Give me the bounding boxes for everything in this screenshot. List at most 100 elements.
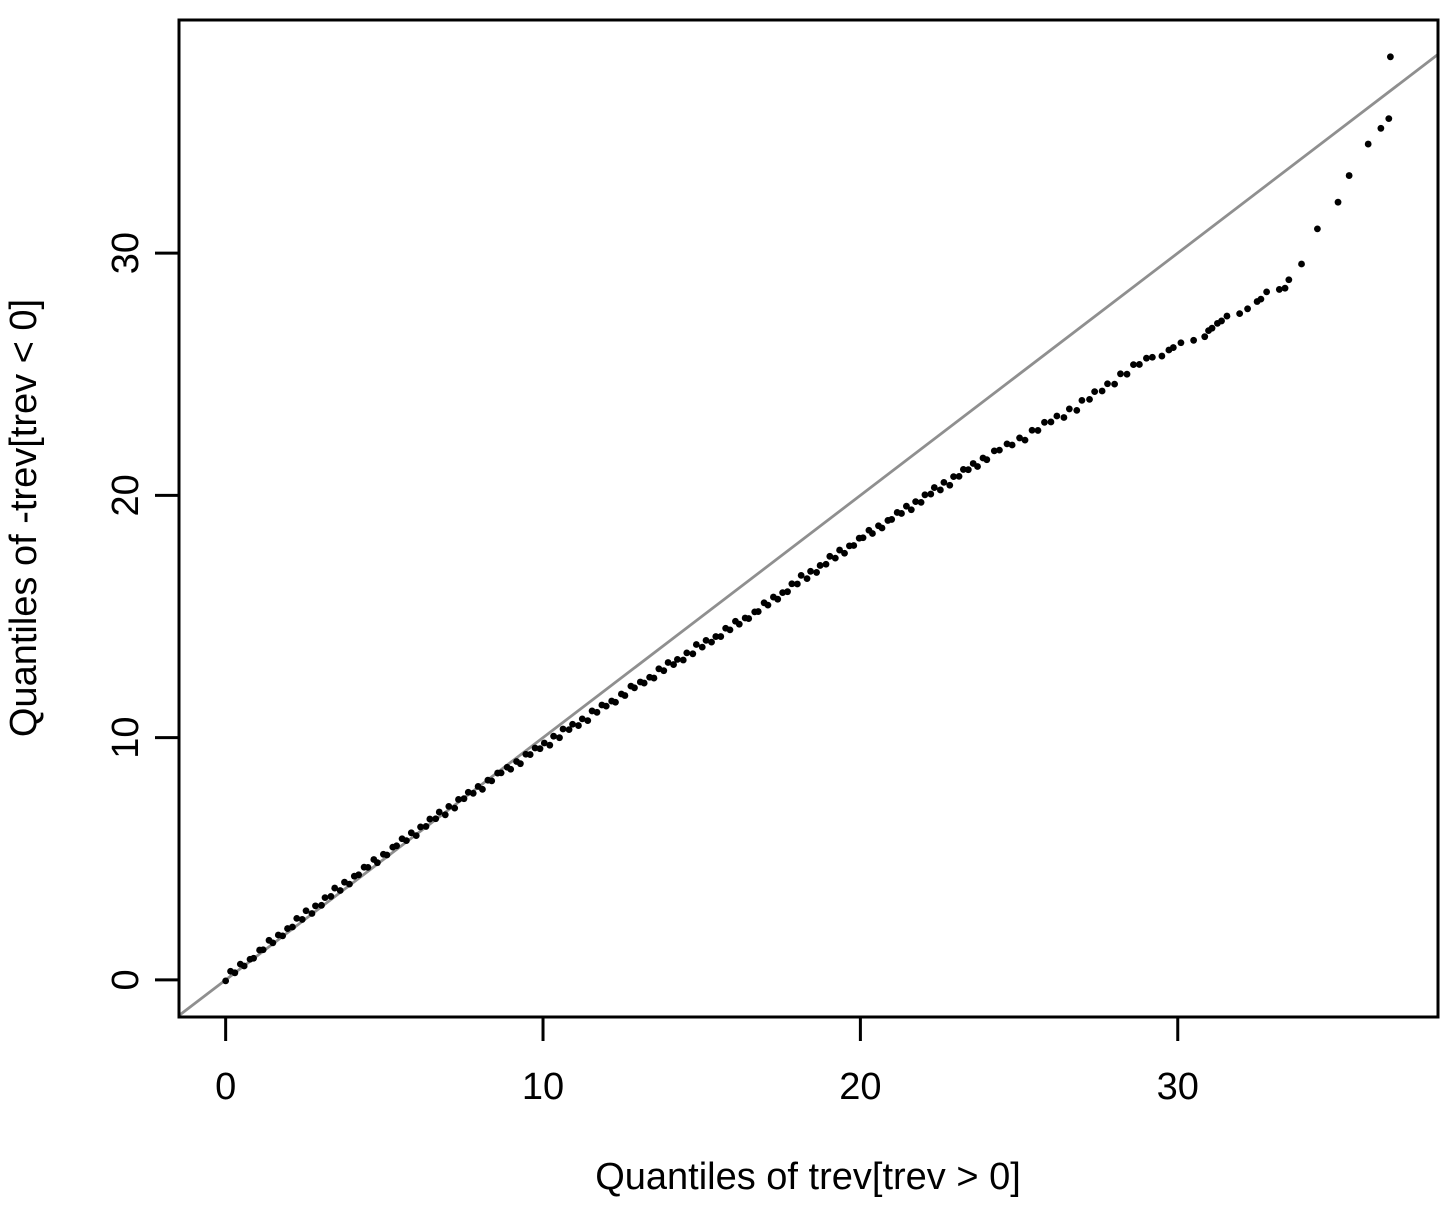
data-point xyxy=(1190,336,1198,344)
data-point xyxy=(1098,387,1106,395)
data-point xyxy=(1104,380,1111,388)
data-point xyxy=(869,530,876,537)
data-point xyxy=(383,851,391,859)
data-point xyxy=(1285,276,1293,284)
data-point xyxy=(231,969,239,977)
data-point xyxy=(293,915,301,922)
data-point xyxy=(708,638,715,646)
data-point xyxy=(1086,395,1093,403)
data-point xyxy=(526,751,534,758)
data-point xyxy=(698,643,706,651)
data-point xyxy=(917,499,925,506)
data-point xyxy=(479,785,486,793)
data-point xyxy=(1385,115,1393,123)
identity-reference-line xyxy=(178,53,1439,1017)
data-point xyxy=(797,571,805,579)
y-tick-label: 20 xyxy=(105,474,147,516)
data-point xyxy=(850,542,858,549)
data-point xyxy=(1223,312,1231,320)
data-point xyxy=(250,954,257,962)
data-point xyxy=(964,466,972,474)
data-point xyxy=(289,923,296,931)
data-point xyxy=(1148,353,1156,361)
data-point xyxy=(451,804,459,812)
data-point xyxy=(1123,370,1131,378)
data-point xyxy=(312,902,319,910)
data-point xyxy=(936,486,944,494)
data-point xyxy=(575,722,582,729)
y-tick-label: 0 xyxy=(105,969,147,990)
data-point xyxy=(974,463,981,470)
data-point xyxy=(222,977,230,985)
data-point xyxy=(717,633,725,640)
data-point xyxy=(1158,352,1166,360)
data-point xyxy=(550,732,558,740)
data-point xyxy=(426,815,434,823)
data-point xyxy=(308,910,316,917)
data-point xyxy=(679,656,687,664)
data-point xyxy=(712,633,720,640)
data-point xyxy=(321,894,329,902)
data-point xyxy=(650,674,658,682)
data-point xyxy=(754,608,762,615)
data-point xyxy=(959,466,967,473)
data-point xyxy=(726,626,734,634)
data-point xyxy=(764,601,772,609)
data-point xyxy=(826,552,834,560)
data-point xyxy=(631,684,638,692)
data-point xyxy=(393,842,401,850)
data-point xyxy=(569,720,576,728)
x-axis-label: Quantiles of trev[trev > 0] xyxy=(595,1156,1021,1198)
data-point xyxy=(497,769,505,777)
data-point xyxy=(402,837,410,845)
data-point xyxy=(660,667,668,675)
x-tick-label: 20 xyxy=(839,1066,881,1108)
data-point xyxy=(774,595,782,603)
data-point xyxy=(955,472,963,480)
data-point xyxy=(298,916,306,923)
data-point xyxy=(793,580,801,588)
data-point xyxy=(240,962,248,970)
data-point xyxy=(822,560,830,568)
data-point xyxy=(488,777,496,785)
data-point xyxy=(565,726,573,734)
data-point xyxy=(807,567,814,575)
data-point xyxy=(259,946,267,954)
data-point xyxy=(946,481,954,489)
data-point xyxy=(1177,339,1185,347)
data-point xyxy=(841,549,848,557)
data-point xyxy=(327,893,335,900)
data-point xyxy=(907,506,915,514)
data-point xyxy=(540,739,548,747)
data-point xyxy=(279,932,287,940)
data-point xyxy=(516,760,524,768)
data-point xyxy=(888,516,896,523)
data-point xyxy=(1236,310,1244,318)
data-point xyxy=(921,491,929,499)
data-point xyxy=(1028,426,1036,434)
x-tick-label: 10 xyxy=(522,1066,564,1108)
data-point xyxy=(556,734,563,742)
data-point xyxy=(1345,172,1353,179)
data-point xyxy=(813,569,820,576)
data-point xyxy=(950,473,957,481)
data-point xyxy=(1201,333,1209,341)
data-point xyxy=(455,796,462,803)
data-point xyxy=(441,811,449,819)
y-tick-label: 10 xyxy=(105,717,147,759)
data-point xyxy=(1034,427,1042,434)
data-point xyxy=(1053,412,1061,420)
data-point xyxy=(460,795,468,803)
data-point xyxy=(735,620,743,628)
data-point xyxy=(1244,305,1251,313)
data-point xyxy=(673,656,681,663)
data-point xyxy=(836,546,844,554)
data-point xyxy=(269,939,277,947)
data-point xyxy=(702,636,710,644)
data-point xyxy=(1117,370,1124,378)
data-point xyxy=(593,708,601,716)
data-point xyxy=(318,901,325,909)
data-point xyxy=(536,745,544,753)
data-point xyxy=(417,823,424,831)
